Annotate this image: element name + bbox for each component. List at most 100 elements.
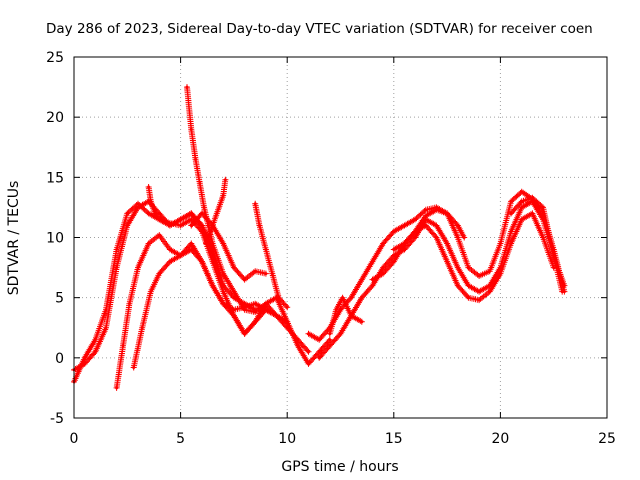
- data-point: [498, 242, 502, 246]
- data-point: [115, 248, 119, 252]
- data-point: [520, 205, 524, 209]
- data-point: [179, 217, 183, 221]
- data-point: [189, 127, 193, 131]
- data-point: [424, 208, 428, 212]
- data-point: [157, 217, 161, 221]
- data-point: [285, 320, 289, 324]
- data-point: [445, 242, 449, 246]
- data-point: [232, 266, 236, 270]
- data-point: [253, 302, 257, 306]
- data-point: [211, 242, 215, 246]
- data-point: [93, 338, 97, 342]
- data-point: [392, 260, 396, 264]
- data-point: [264, 248, 268, 252]
- data-point: [402, 242, 406, 246]
- data-point: [264, 302, 268, 306]
- data-point: [509, 242, 513, 246]
- data-point: [275, 314, 279, 318]
- data-point: [253, 202, 257, 206]
- data-point: [456, 284, 460, 288]
- data-point: [370, 284, 374, 288]
- data-point: [198, 181, 202, 185]
- data-point: [157, 272, 161, 276]
- data-point: [232, 308, 236, 312]
- series-track-11: [316, 198, 568, 361]
- data-point: [232, 290, 236, 294]
- data-point: [339, 308, 342, 312]
- data-point: [202, 205, 206, 209]
- data-point: [277, 296, 281, 300]
- y-tick-label: -5: [50, 411, 64, 427]
- y-tick-label: 20: [46, 110, 64, 126]
- data-point: [341, 296, 345, 300]
- series-markers: [252, 200, 291, 311]
- data-point: [208, 229, 212, 233]
- data-point: [243, 332, 247, 336]
- data-point: [232, 314, 236, 318]
- series-track-7: [188, 210, 269, 283]
- y-tick-label: 10: [46, 231, 64, 247]
- data-point: [221, 242, 225, 246]
- data-point: [221, 302, 225, 306]
- data-point: [83, 356, 87, 360]
- data-point: [434, 223, 438, 227]
- data-point: [243, 278, 247, 282]
- data-point: [115, 386, 119, 390]
- series-markers: [145, 184, 312, 355]
- x-tick-label: 0: [70, 431, 79, 447]
- data-point: [360, 296, 364, 300]
- data-point: [136, 266, 140, 270]
- data-point: [530, 196, 534, 200]
- data-point: [204, 242, 208, 246]
- data-point: [509, 229, 513, 233]
- series-markers: [316, 198, 568, 361]
- data-point: [206, 223, 210, 227]
- data-point: [285, 305, 289, 309]
- data-point: [147, 211, 151, 215]
- data-point: [200, 223, 204, 227]
- x-tick-label: 25: [598, 431, 616, 447]
- data-point: [221, 290, 225, 294]
- data-point: [370, 278, 374, 282]
- data-point: [317, 350, 321, 354]
- data-point: [296, 344, 300, 348]
- data-point: [317, 356, 321, 360]
- data-point: [520, 199, 524, 203]
- series-track-15: [508, 194, 566, 295]
- data-point: [339, 332, 342, 336]
- data-point: [200, 211, 204, 215]
- data-point: [147, 242, 151, 246]
- data-point: [445, 211, 449, 215]
- data-point: [253, 320, 257, 324]
- data-point: [194, 157, 198, 161]
- data-point: [488, 290, 492, 294]
- data-point: [498, 272, 502, 276]
- data-point: [127, 302, 131, 306]
- data-point: [456, 266, 460, 270]
- data-point: [221, 272, 225, 276]
- data-point: [253, 269, 257, 273]
- data-point: [477, 290, 481, 294]
- data-point: [125, 211, 129, 215]
- data-point: [541, 236, 545, 239]
- series-track-5: [145, 184, 312, 355]
- data-point: [317, 338, 321, 342]
- data-point: [296, 338, 300, 342]
- data-point: [211, 254, 215, 258]
- data-point: [93, 350, 97, 354]
- chart-title: Day 286 of 2023, Sidereal Day-to-day VTE…: [46, 21, 593, 37]
- data-point: [424, 214, 428, 218]
- data-point: [360, 278, 364, 282]
- data-point: [334, 308, 338, 312]
- data-point: [104, 326, 108, 330]
- data-point: [434, 208, 438, 212]
- data-point: [488, 269, 492, 273]
- data-point: [147, 185, 151, 189]
- data-point: [157, 211, 161, 215]
- x-tick-label: 5: [176, 431, 185, 447]
- data-point: [360, 320, 364, 324]
- data-point: [179, 223, 183, 227]
- data-point: [149, 199, 153, 203]
- y-tick-label: 5: [55, 291, 64, 307]
